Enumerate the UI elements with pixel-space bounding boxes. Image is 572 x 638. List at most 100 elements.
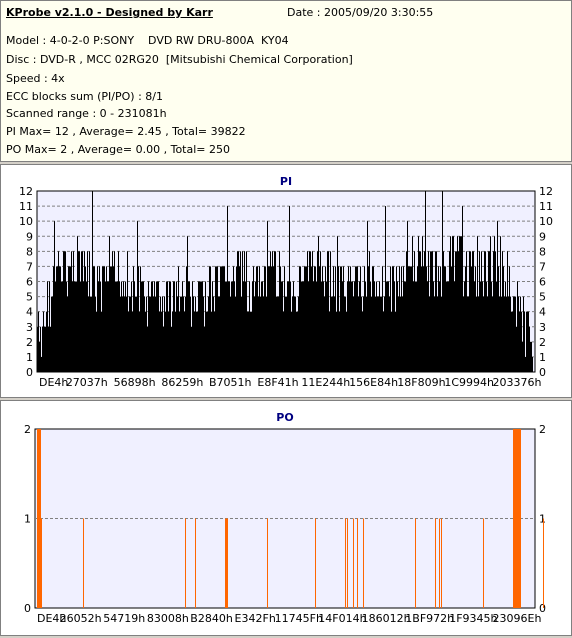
pi-bar xyxy=(404,281,405,372)
po-bar xyxy=(415,518,416,608)
x-tick-label: 56898h xyxy=(114,376,156,389)
x-tick-label: 83008h xyxy=(147,612,189,625)
pi-bar xyxy=(452,236,453,372)
pi-bar xyxy=(336,311,337,372)
pi-bar xyxy=(186,266,187,372)
pi-bar xyxy=(527,311,528,372)
pi-bar xyxy=(481,251,482,372)
y-tick-label-right: 8 xyxy=(539,245,546,258)
pi-bar xyxy=(135,296,136,372)
chart-title: PI xyxy=(280,175,292,188)
pi-bar xyxy=(190,296,191,372)
pi-bar xyxy=(318,236,319,372)
pi-bar xyxy=(358,296,359,372)
pi-bar xyxy=(402,296,403,372)
pi-bar xyxy=(349,281,350,372)
pi-bar xyxy=(442,191,443,372)
pi-bar xyxy=(185,296,186,372)
pi-bar xyxy=(525,356,526,372)
pi-bar xyxy=(143,281,144,372)
pi-bar xyxy=(166,281,167,372)
pi-bar xyxy=(83,281,84,372)
pi-bar xyxy=(363,296,364,372)
pi-bar xyxy=(101,311,102,372)
pi-bar xyxy=(126,296,127,372)
pi-bar xyxy=(450,236,451,372)
pi-bar xyxy=(510,296,511,372)
pi-summary-line: PI Max= 12 , Average= 2.45 , Total= 3982… xyxy=(6,125,246,138)
pi-bar xyxy=(388,281,389,372)
pi-bar xyxy=(323,281,324,372)
y-tick-label-left: 5 xyxy=(26,291,33,304)
pi-bar xyxy=(50,326,51,372)
pi-bar xyxy=(376,281,377,372)
pi-bar xyxy=(184,311,185,372)
pi-bar xyxy=(464,281,465,372)
pi-bar xyxy=(250,311,251,372)
pi-bar xyxy=(532,356,533,372)
pi-bar xyxy=(531,341,532,372)
pi-bar xyxy=(251,311,252,372)
pi-bar xyxy=(523,296,524,372)
pi-bar xyxy=(468,296,469,372)
pi-bar xyxy=(90,296,91,372)
pi-bar xyxy=(66,281,67,372)
pi-bar xyxy=(155,296,156,372)
pi-bar xyxy=(399,266,400,372)
pi-bar xyxy=(478,296,479,372)
pi-bar xyxy=(232,281,233,372)
pi-bar xyxy=(386,281,387,372)
pi-bar xyxy=(148,281,149,372)
pi-bar xyxy=(420,251,421,372)
pi-bar xyxy=(414,251,415,372)
pi-bar xyxy=(107,281,108,372)
po-bar xyxy=(185,518,186,608)
y-tick-label-left: 8 xyxy=(26,245,33,258)
pi-bar xyxy=(54,221,55,372)
pi-bar xyxy=(354,281,355,372)
pi-bar xyxy=(141,281,142,372)
pi-bar xyxy=(163,326,164,372)
pi-bar xyxy=(245,281,246,372)
pi-bar xyxy=(187,236,188,372)
pi-bar xyxy=(520,296,521,372)
po-bar xyxy=(353,518,354,608)
pi-bar xyxy=(316,281,317,372)
pi-bar xyxy=(497,221,498,372)
pi-bar xyxy=(491,281,492,372)
pi-bar xyxy=(147,326,148,372)
pi-bar xyxy=(477,236,478,372)
range-line: Scanned range : 0 - 231081h xyxy=(6,107,167,120)
pi-bar xyxy=(258,296,259,372)
pi-bar xyxy=(203,296,204,372)
pi-bar xyxy=(223,266,224,372)
pi-bar xyxy=(204,326,205,372)
pi-bar xyxy=(82,251,83,372)
pi-bar xyxy=(175,311,176,372)
x-tick-label: 23096Eh xyxy=(493,612,542,625)
pi-bar xyxy=(394,281,395,372)
pi-bar xyxy=(71,251,72,372)
pi-bar xyxy=(96,311,97,372)
pi-bar xyxy=(120,296,121,372)
pi-bar xyxy=(379,281,380,372)
pi-bar xyxy=(308,281,309,372)
pi-bar xyxy=(231,281,232,372)
po-bar xyxy=(543,518,544,608)
pi-bar xyxy=(282,281,283,372)
pi-bar xyxy=(425,191,426,372)
y-tick-label-left: 10 xyxy=(19,215,33,228)
pi-bar xyxy=(432,251,433,372)
x-tick-label: DE4h xyxy=(39,376,68,389)
pi-bar xyxy=(42,326,43,372)
pi-bar xyxy=(272,251,273,372)
x-tick-label: 11745Fh xyxy=(275,612,323,625)
pi-bar xyxy=(463,296,464,372)
x-tick-label: 14F014h xyxy=(318,612,366,625)
po-bar xyxy=(39,429,41,608)
pi-bar xyxy=(132,311,133,372)
pi-bar xyxy=(313,281,314,372)
pi-bar xyxy=(343,266,344,372)
pi-bar xyxy=(207,311,208,372)
pi-bar xyxy=(236,266,237,372)
